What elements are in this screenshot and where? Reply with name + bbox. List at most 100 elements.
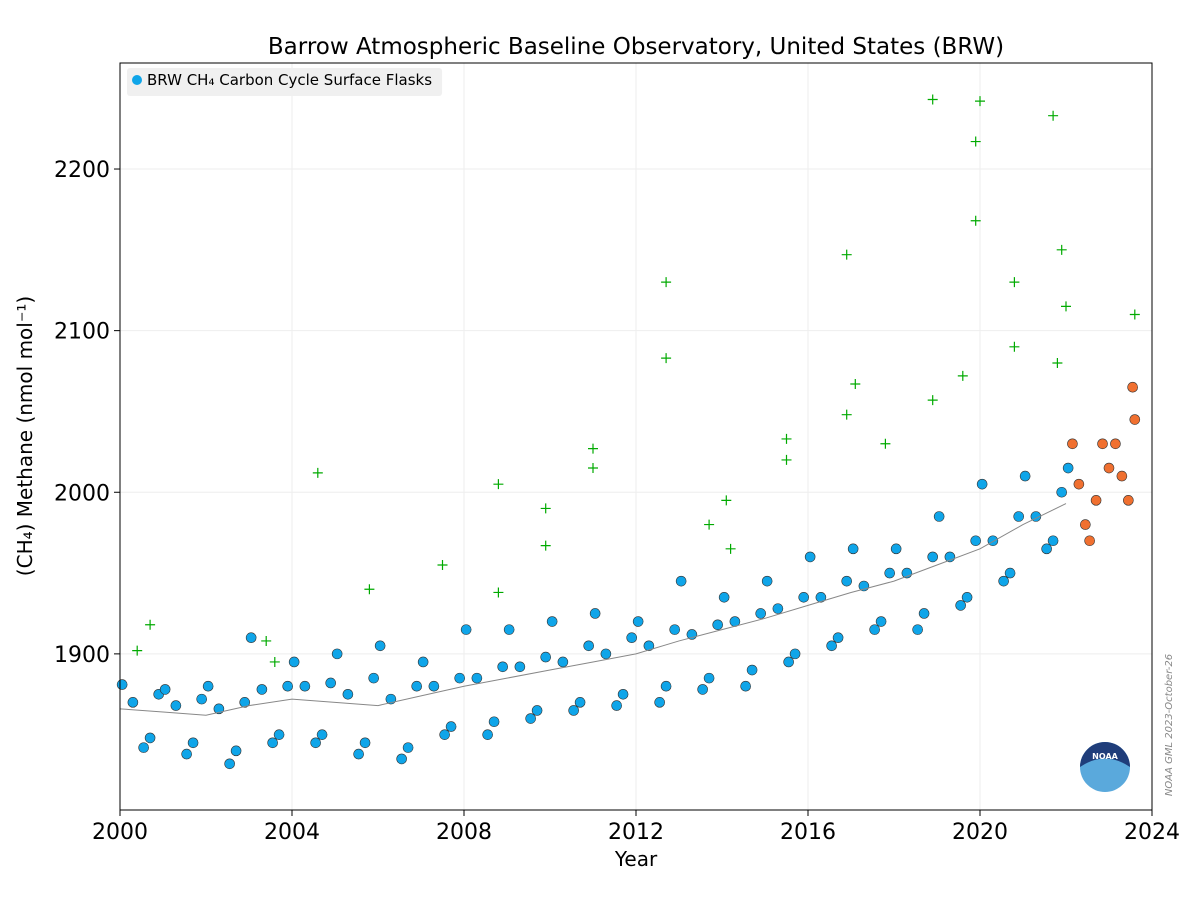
data-point: [546, 616, 558, 627]
data-point: [503, 624, 515, 635]
flagged-point: [269, 656, 280, 667]
data-point: [374, 640, 386, 652]
data-point: [783, 656, 794, 668]
data-point: [589, 608, 601, 619]
flagged-point: [975, 96, 985, 107]
data-point: [396, 753, 407, 765]
flagged-point: [841, 249, 852, 260]
data-point: [557, 656, 569, 668]
data-point: [611, 700, 622, 711]
data-point: [789, 648, 801, 660]
data-point: [718, 592, 730, 603]
data-point: [1123, 495, 1134, 506]
data-point: [316, 729, 328, 740]
data-point: [927, 551, 939, 563]
data-point: [574, 697, 586, 708]
x-axis-label: Year: [614, 847, 658, 871]
data-point: [428, 680, 440, 692]
y-tick-label: 2000: [54, 481, 110, 506]
data-point: [875, 616, 887, 627]
flagged-point: [841, 409, 852, 420]
legend-box: [127, 68, 443, 96]
legend-swatch: [132, 75, 142, 85]
data-point: [1097, 438, 1108, 450]
flagged-point: [850, 378, 861, 389]
data-point: [454, 672, 466, 684]
data-point: [273, 729, 285, 740]
flagged-point: [957, 370, 968, 381]
data-point: [368, 672, 380, 684]
data-point: [632, 616, 644, 627]
data-point: [961, 592, 973, 603]
flagged-point: [927, 94, 938, 105]
data-point: [187, 737, 199, 749]
flagged-point: [1048, 110, 1059, 121]
grid: [119, 63, 1153, 810]
data-point: [847, 543, 859, 555]
flagged-point: [661, 277, 672, 288]
trend-line: [119, 503, 1067, 716]
data-point: [912, 624, 923, 635]
data-point: [282, 680, 294, 692]
data-point: [826, 640, 837, 652]
flagged-point: [927, 395, 938, 406]
x-tick-label: 2012: [608, 820, 664, 845]
data-point: [1116, 470, 1128, 482]
data-point: [703, 672, 715, 684]
data-point: [1127, 381, 1138, 393]
data-point: [712, 619, 724, 631]
data-point: [445, 721, 457, 732]
data-point: [654, 697, 665, 708]
data-point: [755, 608, 767, 619]
flagged-point: [364, 584, 375, 595]
data-point: [1073, 478, 1085, 490]
data-point: [1067, 438, 1078, 450]
data-point: [540, 651, 552, 663]
data-point: [798, 592, 810, 603]
data-point: [740, 680, 751, 692]
data-point: [202, 680, 214, 692]
y-tick-label: 1900: [54, 643, 110, 668]
data-point: [245, 632, 257, 644]
flagged-point: [588, 443, 598, 454]
data-point: [1019, 470, 1031, 482]
data-point: [497, 661, 509, 673]
data-point: [772, 603, 784, 614]
x-tick-label: 2004: [264, 820, 320, 845]
data-point: [660, 680, 672, 692]
data-point: [987, 535, 999, 547]
data-point: [525, 713, 536, 724]
data-point: [1004, 567, 1016, 579]
data-point: [746, 664, 758, 676]
data-point: [697, 684, 708, 695]
data-point: [761, 575, 773, 587]
x-tick-label: 2024: [1124, 820, 1180, 845]
data-point: [626, 632, 638, 644]
flagged-point: [493, 479, 504, 490]
data-point: [976, 478, 988, 490]
flagged-point: [1009, 341, 1020, 352]
data-point: [531, 705, 543, 716]
flagged-point: [1056, 244, 1067, 255]
flagged-point: [1061, 301, 1071, 312]
data-point: [417, 656, 429, 668]
flagged-point: [540, 503, 551, 514]
data-point: [890, 543, 902, 555]
flagged-point: [1009, 277, 1020, 288]
data-point: [196, 693, 207, 705]
data-point: [1090, 495, 1102, 506]
data-point: [600, 648, 612, 660]
flagged-point: [312, 467, 323, 478]
data-point: [1013, 511, 1025, 522]
data-point: [402, 742, 414, 753]
data-point: [514, 661, 526, 673]
data-point: [138, 742, 149, 753]
data-point: [568, 705, 579, 716]
flagged-point: [970, 136, 981, 147]
data-point: [970, 535, 982, 547]
flagged-point: [540, 540, 551, 551]
x-tick-label: 2016: [780, 820, 836, 845]
data-point: [1047, 535, 1059, 547]
data-point: [359, 737, 371, 749]
